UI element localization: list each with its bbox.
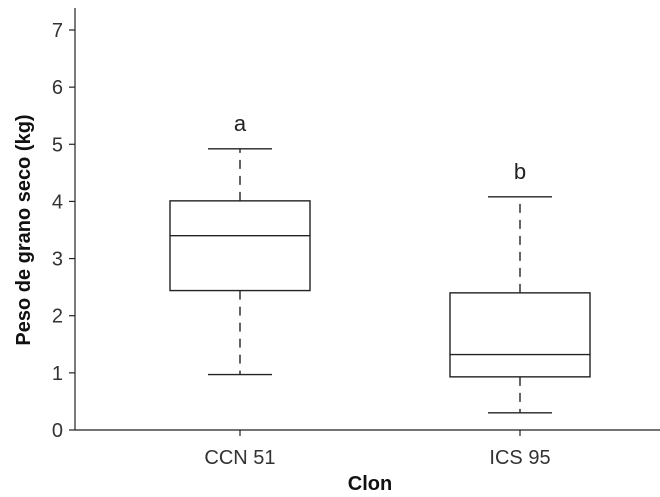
x-axis-title: Clon xyxy=(348,473,392,495)
significance-label: b xyxy=(514,159,526,184)
y-tick-label: 6 xyxy=(52,77,63,99)
y-tick-label: 2 xyxy=(52,306,63,328)
y-tick-label: 7 xyxy=(52,20,63,42)
y-axis: 0 1 2 3 4 5 6 7 xyxy=(52,8,76,442)
iqr-box xyxy=(449,292,591,378)
y-tick-label: 0 xyxy=(52,420,63,442)
x-axis: CCN 51 ICS 95 xyxy=(75,429,660,469)
y-tick-label: 5 xyxy=(52,134,63,156)
boxes-group: ab xyxy=(169,111,591,414)
y-tick-label: 4 xyxy=(52,191,63,213)
y-axis-title: Peso de grano seco (kg) xyxy=(13,114,35,345)
x-tick-label: ICS 95 xyxy=(489,447,550,469)
box-1: a xyxy=(169,111,311,376)
x-tick-label: CCN 51 xyxy=(204,447,275,469)
y-tick-label: 3 xyxy=(52,249,63,271)
y-tick-label: 1 xyxy=(52,363,63,385)
iqr-box xyxy=(169,200,311,292)
significance-label: a xyxy=(234,111,247,136)
box-2: b xyxy=(449,159,591,414)
